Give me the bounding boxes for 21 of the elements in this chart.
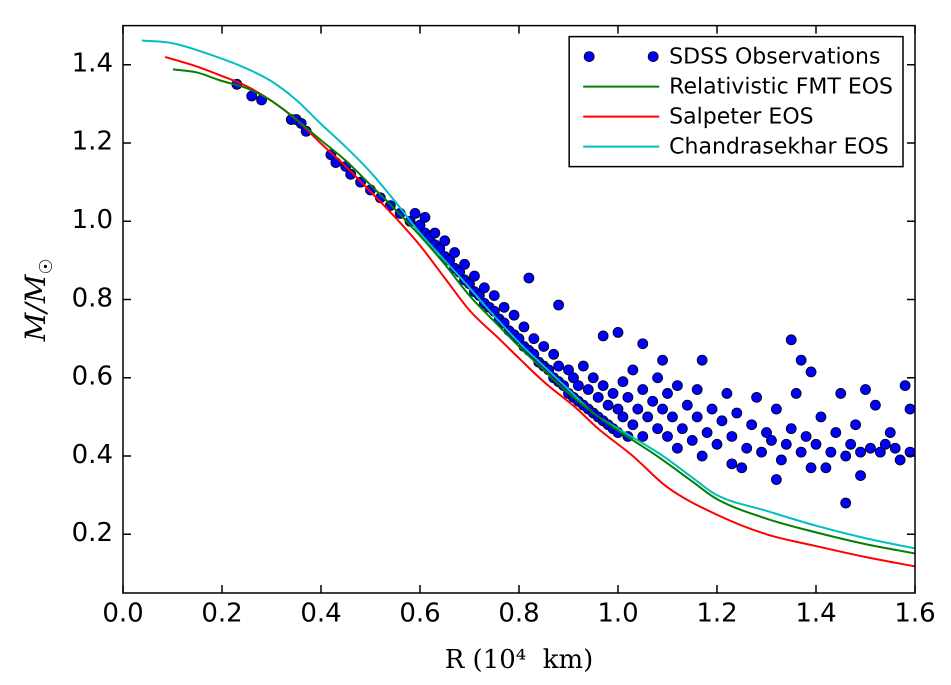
x-tick-label: 0.6 [399,598,441,628]
x-tick-label: 1.4 [795,598,837,628]
y-tick-label: 0.8 [72,283,113,314]
y-tick-label: 0.2 [72,518,113,548]
x-axis-title: R (10⁴ km) [444,645,594,676]
x-tick-label: 0.0 [102,598,144,628]
x-tick-label: 0.2 [201,598,243,628]
x-tick-label: 1.2 [696,598,738,628]
y-tick-label: 0.6 [72,362,113,392]
x-tick-label: 1.0 [597,598,639,628]
x-tick-label: 0.8 [498,598,540,628]
y-tick-label: 0.4 [72,440,113,470]
x-tick-label: 0.4 [300,598,342,628]
legend-label: Relativistic FMT EOS [669,74,894,100]
legend-label: Chandrasekhar EOS [669,134,889,160]
y-tick-label: 1.2 [72,126,113,157]
legend-label: SDSS Observations [669,44,880,70]
legend-label: Salpeter EOS [669,104,814,130]
y-tick-label: 1.4 [72,48,113,78]
x-tick-label: 1.6 [894,598,936,628]
y-tick-label: 1.0 [72,205,113,236]
